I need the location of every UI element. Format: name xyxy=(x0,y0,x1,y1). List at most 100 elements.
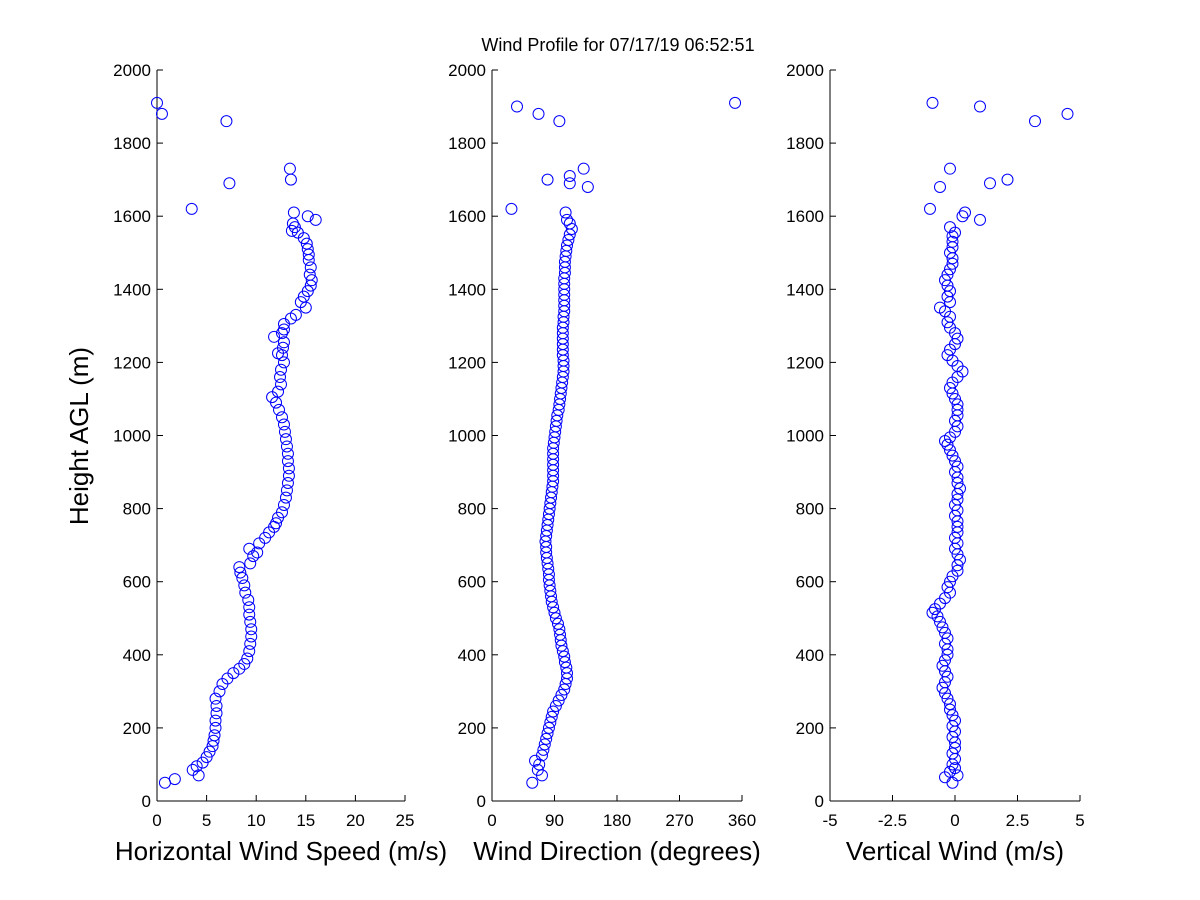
speed-data-point xyxy=(245,630,258,643)
speed-data-point xyxy=(277,323,290,336)
vertical-data-point xyxy=(951,564,964,577)
speed-y-tick-label: 1600 xyxy=(113,207,151,226)
vertical-data-point xyxy=(946,235,959,248)
direction-data-point xyxy=(562,233,575,246)
speed-data-point xyxy=(278,425,291,438)
vertical-data-point xyxy=(956,210,969,223)
vertical-data-point xyxy=(949,414,961,427)
speed-data-point xyxy=(241,652,254,665)
speed-data-point xyxy=(236,572,249,585)
speed-y-tick-label: 1800 xyxy=(113,134,151,153)
vertical-data-point xyxy=(946,747,959,760)
vertical-data-point xyxy=(941,349,954,362)
speed-x-tick-label: 25 xyxy=(396,811,415,830)
speed-data-point xyxy=(209,714,222,727)
vertical-y-tick-label: 600 xyxy=(796,573,824,592)
direction-x-tick-label: 360 xyxy=(728,811,756,830)
vertical-data-point xyxy=(951,332,964,345)
speed-data-point xyxy=(223,177,236,190)
speed-data-point xyxy=(272,385,285,398)
vertical-data-point xyxy=(944,698,956,711)
direction-data-point xyxy=(563,169,576,182)
speed-data-point xyxy=(281,477,294,490)
speed-data-point xyxy=(309,213,322,226)
vertical-y-tick-label: 1400 xyxy=(786,280,824,299)
speed-data-point xyxy=(284,312,297,325)
vertical-data-point xyxy=(949,714,961,727)
direction-y-tick-label: 1400 xyxy=(448,280,486,299)
direction-y-tick-label: 400 xyxy=(458,646,486,665)
vertical-data-point xyxy=(944,285,956,298)
vertical-data-point xyxy=(951,398,964,411)
direction-y-tick-label: 1200 xyxy=(448,353,486,372)
vertical-data-point xyxy=(946,230,959,243)
direction-data-point xyxy=(577,162,590,175)
speed-data-point xyxy=(276,341,289,354)
speed-data-point xyxy=(275,378,287,391)
vertical-data-point xyxy=(944,703,956,716)
speed-data-point xyxy=(275,363,287,376)
speed-data-point xyxy=(203,745,216,758)
vertical-data-point xyxy=(946,709,959,722)
direction-y-tick-label: 1600 xyxy=(448,207,486,226)
direction-x-tick-label: 270 xyxy=(665,811,693,830)
vertical-data-point xyxy=(934,301,946,314)
vertical-data-point xyxy=(949,498,961,511)
vertical-data-point xyxy=(949,392,961,405)
direction-data-point xyxy=(581,180,594,193)
speed-data-point xyxy=(287,206,300,219)
speed-data-point xyxy=(301,285,314,298)
direction-data-point xyxy=(532,107,545,120)
vertical-data-point xyxy=(926,606,939,619)
vertical-y-tick-label: 1600 xyxy=(786,207,824,226)
speed-data-point xyxy=(227,667,240,680)
speed-data-point xyxy=(303,268,316,281)
speed-data-point xyxy=(244,637,257,650)
direction-data-point xyxy=(561,213,573,226)
speed-data-point xyxy=(277,498,290,511)
vertical-data-point xyxy=(941,581,954,594)
speed-data-point xyxy=(155,107,168,120)
vertical-data-point xyxy=(1061,107,1074,120)
speed-data-point xyxy=(282,469,295,482)
direction-data-point xyxy=(531,763,544,776)
direction-y-tick-label: 1800 xyxy=(448,134,486,153)
vertical-y-tick-label: 1000 xyxy=(786,427,824,446)
speed-data-point xyxy=(209,721,222,734)
speed-data-point xyxy=(238,579,251,592)
direction-data-point xyxy=(542,721,555,734)
direction-data-point xyxy=(563,217,576,230)
direction-data-point xyxy=(553,115,566,128)
speed-data-point xyxy=(243,608,256,621)
vertical-data-point xyxy=(944,381,956,394)
direction-data-point xyxy=(545,710,558,723)
vertical-data-point xyxy=(951,460,964,473)
vertical-y-tick-label: 800 xyxy=(796,500,824,519)
speed-y-tick-label: 200 xyxy=(123,719,151,738)
vertical-data-point xyxy=(939,654,951,667)
vertical-y-tick-label: 200 xyxy=(796,719,824,738)
direction-y-tick-label: 600 xyxy=(458,573,486,592)
speed-y-tick-label: 1400 xyxy=(113,280,151,299)
vertical-data-point xyxy=(951,769,964,782)
vertical-data-point xyxy=(959,206,971,219)
speed-data-point xyxy=(291,226,304,239)
panel-direction: 0 200 400 600 800 1000 1200 1400 1600 1800 2000 0 90… xyxy=(448,61,761,866)
vertical-data-point xyxy=(949,762,961,775)
speed-x-axis-label: Horizontal Wind Speed (m/s) xyxy=(115,836,447,866)
speed-data-point xyxy=(207,734,220,747)
speed-data-point xyxy=(238,657,251,670)
speed-data-point xyxy=(281,455,294,468)
speed-data-point xyxy=(275,411,288,424)
vertical-data-point xyxy=(946,776,959,789)
speed-data-point xyxy=(283,162,296,175)
speed-data-point xyxy=(247,550,260,563)
direction-data-point xyxy=(553,623,566,636)
speed-data-point xyxy=(242,593,255,606)
vertical-data-point xyxy=(944,246,956,259)
direction-data-point xyxy=(544,716,557,729)
direction-data-point xyxy=(533,758,546,771)
speed-data-point xyxy=(185,202,198,215)
vertical-data-point xyxy=(941,692,954,705)
vertical-data-point xyxy=(941,632,954,645)
